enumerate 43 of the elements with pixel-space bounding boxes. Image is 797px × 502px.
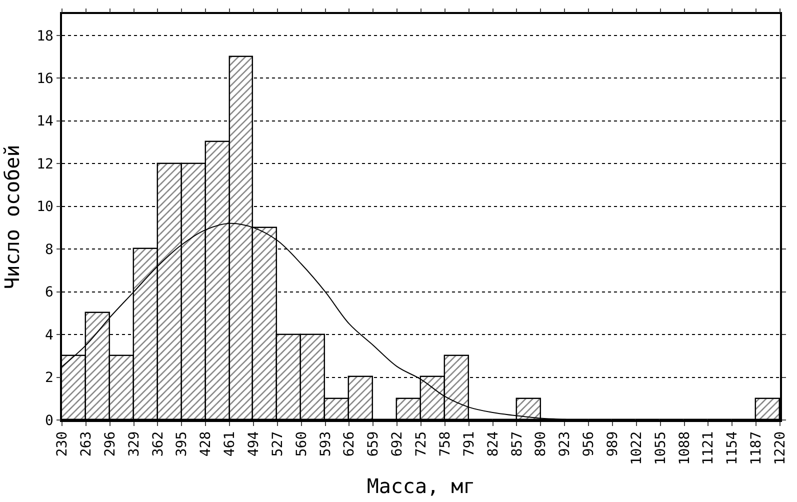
y-tick-label: 10	[36, 199, 54, 216]
y-tick-label: 12	[36, 156, 54, 172]
x-tick-label: 296	[102, 431, 118, 457]
x-tick-label: 362	[150, 431, 166, 457]
x-tick-label: 857	[509, 431, 526, 457]
x-tick-label: 1055	[652, 431, 669, 466]
x-tick-label: 1187	[748, 431, 765, 466]
x-tick-label: 1154	[724, 431, 741, 466]
x-axis-title: Масса, мг	[366, 474, 476, 498]
x-tick-label: 593	[318, 431, 334, 457]
y-tick-label: 6	[45, 284, 54, 301]
x-tick-label: 1088	[676, 431, 693, 466]
x-tick-label: 263	[78, 431, 94, 457]
x-tick-label: 230	[54, 431, 71, 457]
y-tick-label: 18	[36, 28, 54, 44]
x-tick-label: 560	[294, 431, 310, 457]
x-tick-label: 527	[270, 431, 286, 457]
x-tick-label: 395	[174, 431, 190, 457]
x-tick-label: 626	[342, 431, 358, 457]
y-tick-label: 2	[45, 370, 54, 386]
x-tick-label: 890	[533, 431, 550, 457]
y-tick-label: 16	[36, 71, 54, 88]
x-tick-label: 725	[414, 431, 430, 457]
y-axis-title: Число особей	[0, 144, 24, 290]
x-tick-label: 1022	[628, 431, 645, 466]
x-tick-label: 692	[390, 431, 406, 457]
x-tick-label: 989	[605, 431, 622, 457]
x-tick-label: 923	[557, 431, 574, 457]
x-tick-label: 956	[581, 431, 598, 457]
x-tick-label: 824	[485, 431, 502, 457]
x-tick-label: 758	[437, 431, 454, 457]
x-tick-label: 329	[126, 431, 142, 457]
x-tick-label: 1220	[772, 431, 789, 466]
x-tick-label: 791	[461, 431, 478, 457]
x-tick-label: 428	[198, 431, 214, 457]
y-tick-label: 14	[36, 114, 54, 130]
x-tick-label: 659	[366, 431, 382, 457]
y-tick-label: 4	[45, 327, 54, 344]
x-tick-label: 494	[246, 431, 262, 457]
y-tick-label: 8	[45, 242, 54, 258]
x-tick-label: 461	[222, 431, 238, 457]
y-tick-label: 0	[45, 412, 54, 429]
x-tick-label: 1121	[700, 431, 717, 466]
